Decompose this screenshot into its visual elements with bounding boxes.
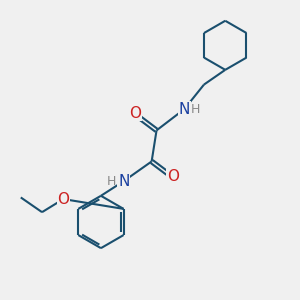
- Text: O: O: [129, 106, 141, 121]
- Text: O: O: [167, 169, 179, 184]
- Text: O: O: [57, 192, 69, 207]
- Text: N: N: [118, 174, 130, 189]
- Text: H: H: [107, 175, 116, 188]
- Text: N: N: [179, 102, 190, 117]
- Text: H: H: [191, 103, 200, 116]
